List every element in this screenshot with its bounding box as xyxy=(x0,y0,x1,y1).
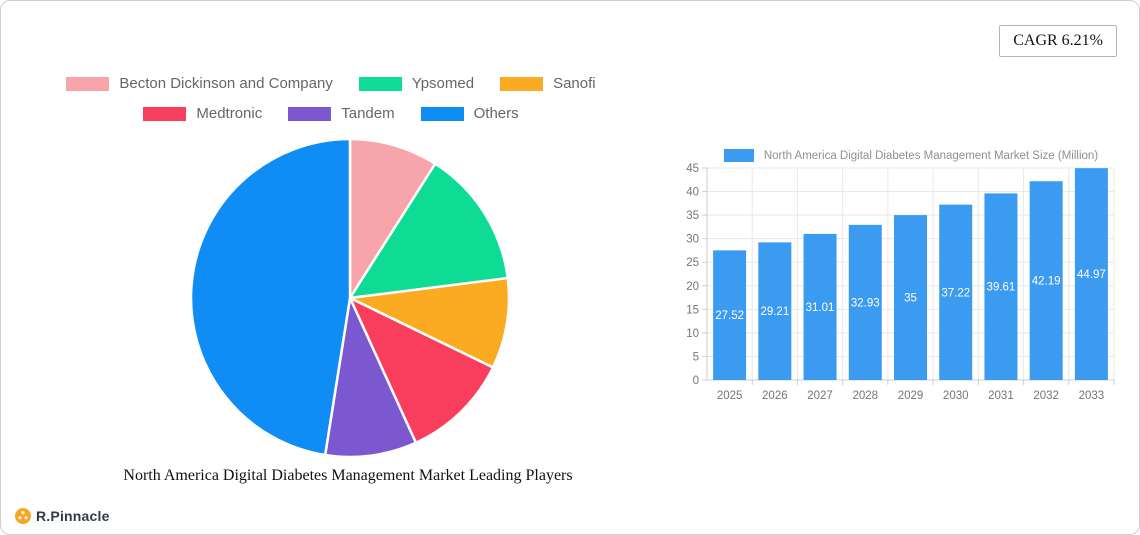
pie-title: North America Digital Diabetes Managemen… xyxy=(123,467,573,484)
pie-legend-row: Becton Dickinson and Company Ypsomed Sanof… xyxy=(66,75,596,92)
x-axis-label: 2033 xyxy=(1079,390,1105,402)
legend-item-becton-dickinson-and-company: Becton Dickinson and Company xyxy=(66,75,333,92)
y-axis-tick-label: 15 xyxy=(686,304,699,316)
bar-value-label: 29.21 xyxy=(760,306,789,318)
legend-swatch xyxy=(358,76,402,91)
x-axis-label: 2027 xyxy=(807,390,833,402)
pie-slice-tandem xyxy=(323,296,418,459)
y-axis-tick-label: 0 xyxy=(693,375,699,387)
pie-slice-others xyxy=(189,137,352,457)
x-axis-label: 2030 xyxy=(943,390,969,402)
x-axis-label: 2026 xyxy=(762,390,788,402)
pie-slice-medtronic xyxy=(348,296,495,444)
x-axis-label: 2025 xyxy=(717,390,743,402)
legend-item-others: Others xyxy=(420,105,519,122)
bar-value-label: 44.97 xyxy=(1077,269,1106,281)
legend-label: Medtronic xyxy=(196,105,263,122)
y-axis-tick-label: 40 xyxy=(686,187,699,199)
legend-item-sanofi: Sanofi xyxy=(500,75,596,92)
bar-2026 xyxy=(758,242,792,380)
y-axis-tick-label: 35 xyxy=(686,210,699,222)
bar-2032 xyxy=(1029,181,1063,380)
x-axis-label: 2031 xyxy=(988,390,1014,402)
legend-item-tandem: Tandem xyxy=(288,105,395,122)
legend-swatch xyxy=(420,106,464,121)
bar-2030 xyxy=(939,204,973,380)
legend-item-medtronic: Medtronic xyxy=(143,105,262,122)
x-axis-label: 2029 xyxy=(898,390,924,402)
legend-label: Becton Dickinson and Company xyxy=(119,75,333,92)
bar-chart-legend: North America Digital Diabetes Managemen… xyxy=(686,149,1136,162)
cagr-badge: CAGR 6.21% xyxy=(999,25,1117,57)
bar-value-label: 37.22 xyxy=(941,287,970,299)
bar-value-label: 32.93 xyxy=(851,297,880,309)
bar-2033 xyxy=(1074,168,1108,380)
bar-legend-label: North America Digital Diabetes Managemen… xyxy=(763,149,1099,162)
bar-2029 xyxy=(894,215,927,380)
legend-item-ypsomed: Ypsomed xyxy=(358,75,475,92)
pie-chart xyxy=(188,136,512,460)
pie-legend: Becton Dickinson and Company Ypsomed Sanof… xyxy=(1,75,661,122)
y-axis-tick-label: 10 xyxy=(686,328,699,340)
bar-value-label: 39.61 xyxy=(987,282,1016,294)
bar-value-label: 31.01 xyxy=(806,302,835,314)
x-axis-label: 2028 xyxy=(852,390,878,402)
legend-swatch xyxy=(143,106,187,121)
pie-slice-sanofi xyxy=(348,276,511,369)
bar-legend-swatch xyxy=(723,149,754,162)
bar-2027 xyxy=(803,233,837,380)
legend-swatch xyxy=(500,76,544,91)
pie-slice-ypsomed xyxy=(348,162,509,300)
bar-value-label: 35 xyxy=(904,293,917,305)
y-axis-tick-label: 25 xyxy=(686,257,699,269)
bar-2025 xyxy=(713,250,747,380)
y-axis-tick-label: 45 xyxy=(686,163,699,175)
legend-label: Others xyxy=(473,105,519,122)
bar-chart: 05101520253035404527.52202529.21202631.0… xyxy=(686,163,1115,402)
pie-legend-row: Medtronic Tandem Others xyxy=(143,105,519,122)
bar-value-label: 42.19 xyxy=(1032,276,1061,288)
y-axis-tick-label: 5 xyxy=(693,351,699,363)
bar-value-label: 27.52 xyxy=(715,310,744,322)
x-axis-label: 2032 xyxy=(1033,390,1059,402)
bar-2031 xyxy=(984,193,1018,380)
legend-label: Ypsomed xyxy=(411,75,475,92)
bar-2028 xyxy=(848,224,882,380)
brand-name: R.Pinnacle xyxy=(36,508,110,524)
legend-swatch xyxy=(66,76,110,91)
y-axis-tick-label: 20 xyxy=(686,281,699,293)
pinnacle-flower-icon xyxy=(15,508,31,524)
y-axis-tick-label: 30 xyxy=(686,234,699,246)
legend-swatch xyxy=(288,106,332,121)
brand-logo: R.Pinnacle xyxy=(15,508,110,524)
legend-label: Tandem xyxy=(341,105,395,122)
pie-slice-becton-dickinson-and-company xyxy=(348,137,437,300)
legend-label: Sanofi xyxy=(553,75,596,92)
